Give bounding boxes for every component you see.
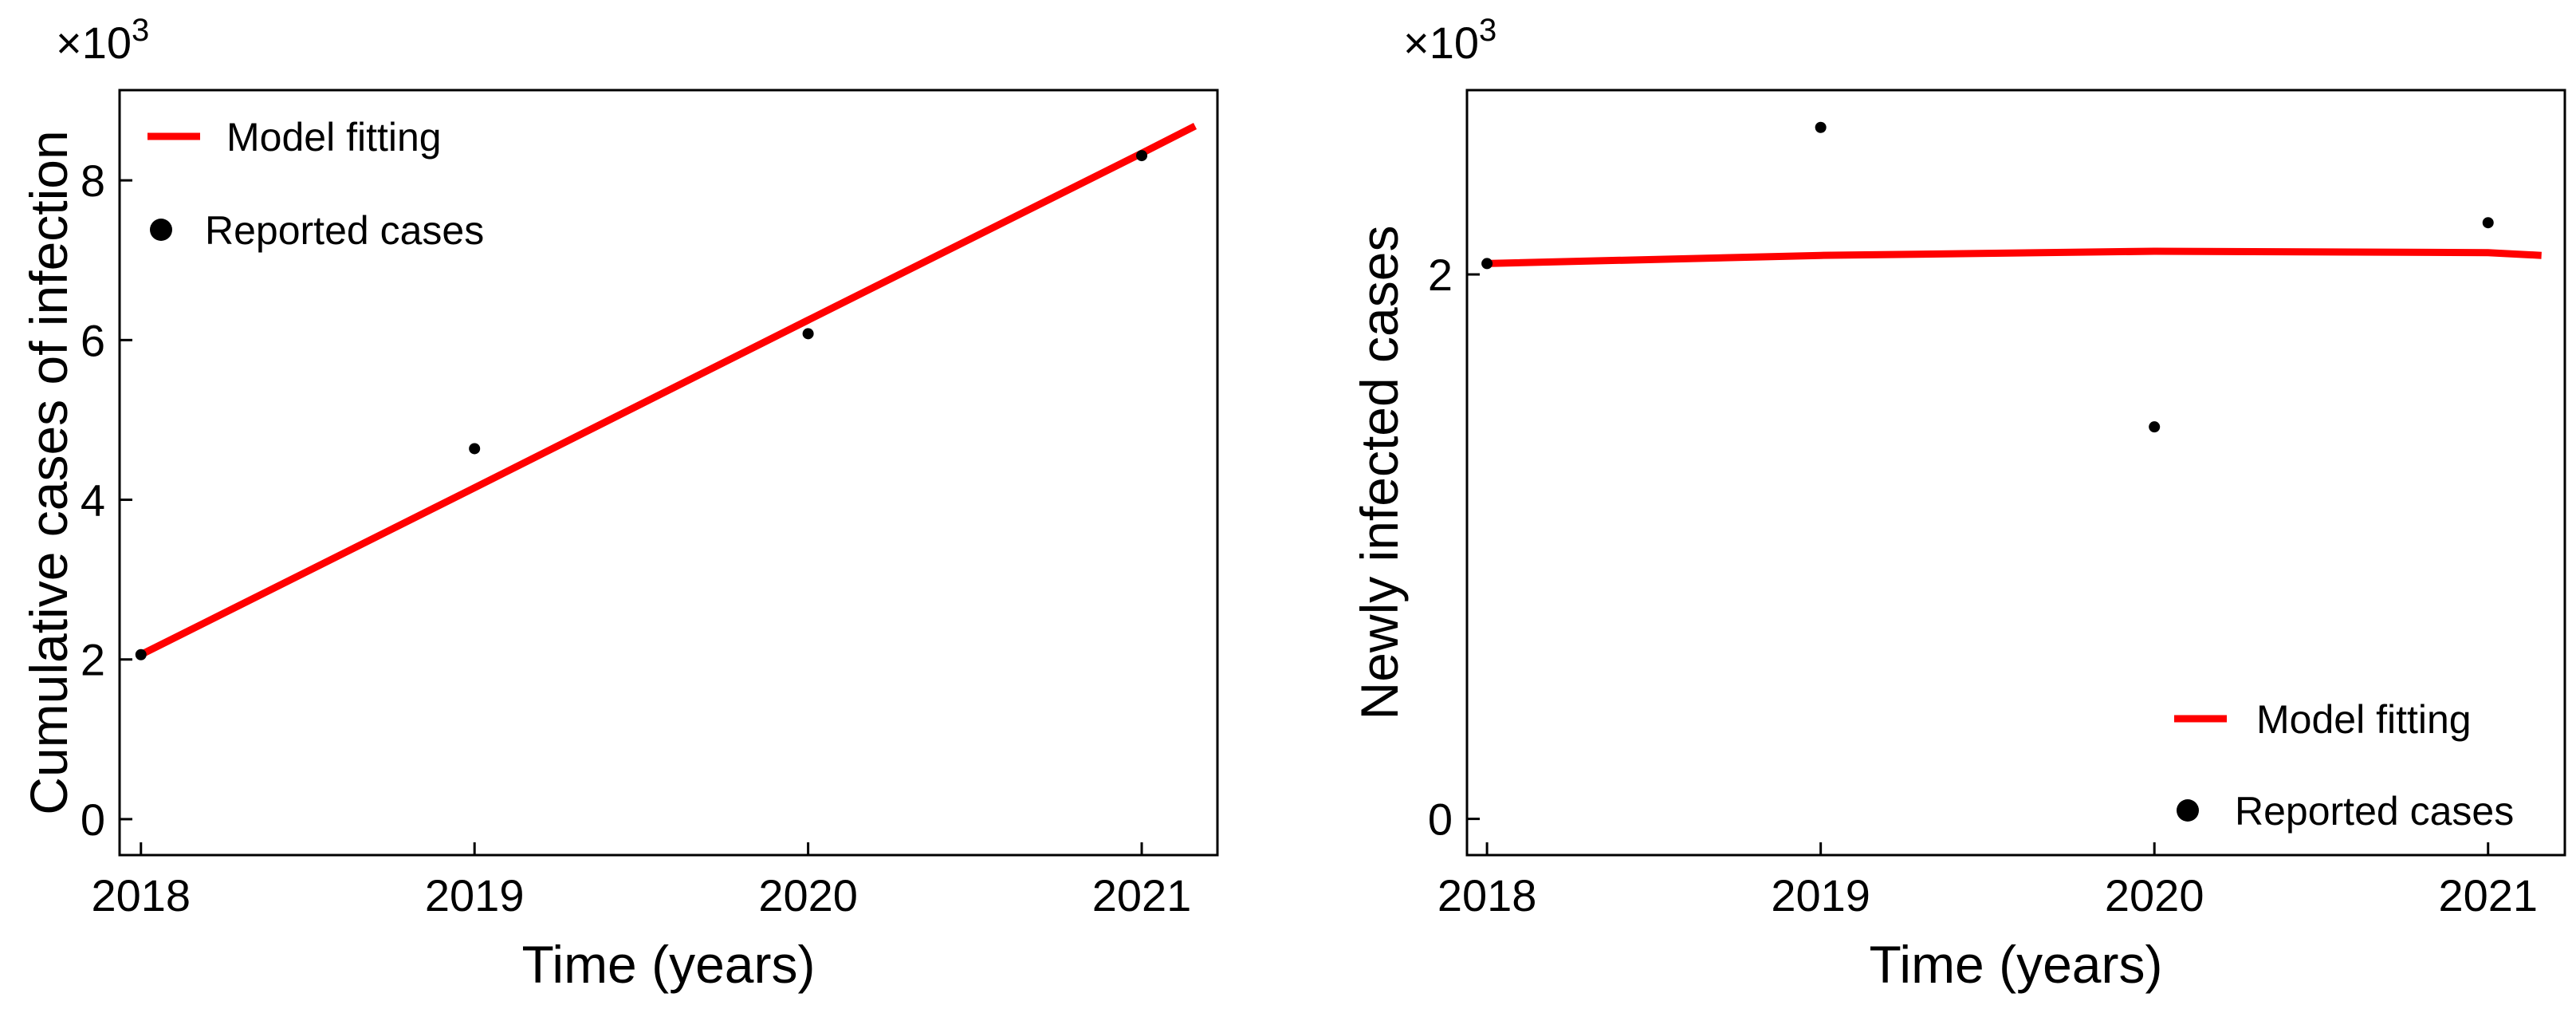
x-tick-label: 2019 (1771, 870, 1870, 920)
data-point (2482, 217, 2494, 229)
y-tick-label: 2 (81, 635, 105, 685)
multiplier-base: ×10 (56, 18, 132, 68)
x-axis-label: Time (years) (1870, 935, 2163, 994)
x-tick-label: 2018 (91, 870, 191, 920)
x-tick-label: 2020 (2105, 870, 2204, 920)
multiplier-base: ×10 (1403, 18, 1479, 68)
y-tick-label: 4 (81, 475, 105, 526)
axis-multiplier: ×103 (1403, 13, 1496, 68)
data-point (469, 443, 481, 455)
legend-marker (2177, 799, 2199, 822)
plot-frame (118, 89, 1219, 857)
legend-label: Reported cases (2235, 789, 2514, 834)
data-point (1481, 258, 1493, 270)
y-axis-label: Newly infected cases (1350, 226, 1409, 720)
x-tick-label: 2019 (425, 870, 525, 920)
y-tick-label: 6 (81, 315, 105, 365)
data-point (2149, 421, 2161, 433)
plot-frame (1465, 89, 2566, 857)
data-point (135, 648, 147, 660)
chart: 2018 2019 2020 2021 0 2 4 6 8 ×103 Time (years) Cum… (19, 13, 1219, 994)
data-point (802, 328, 814, 340)
legend-label: Model fitting (2256, 697, 2472, 742)
legend-marker (150, 219, 172, 241)
multiplier-exponent: 3 (1479, 13, 1496, 48)
legend-label: Model fitting (226, 115, 442, 160)
y-tick-label: 8 (81, 156, 105, 206)
chart: 2018 2019 2020 2021 0 2 ×103 Time (years) Newly … (1350, 13, 2566, 994)
y-tick-label: 0 (81, 794, 105, 845)
x-tick-label: 2020 (758, 870, 858, 920)
model-line (1486, 247, 2542, 267)
x-tick-label: 2021 (1092, 870, 1192, 920)
x-tick-label: 2018 (1437, 870, 1537, 920)
x-tick-label: 2021 (2438, 870, 2538, 920)
data-point (1815, 121, 1827, 133)
y-tick-label: 2 (1428, 250, 1453, 300)
multiplier-exponent: 3 (132, 13, 149, 48)
x-axis-label: Time (years) (522, 935, 816, 994)
axis-multiplier: ×103 (56, 13, 149, 68)
y-tick-label: 0 (1428, 794, 1453, 845)
legend-label: Reported cases (205, 208, 484, 253)
model-line (139, 122, 1198, 658)
y-axis-label: Cumulative cases of infection (19, 130, 78, 814)
data-point (1136, 150, 1148, 162)
